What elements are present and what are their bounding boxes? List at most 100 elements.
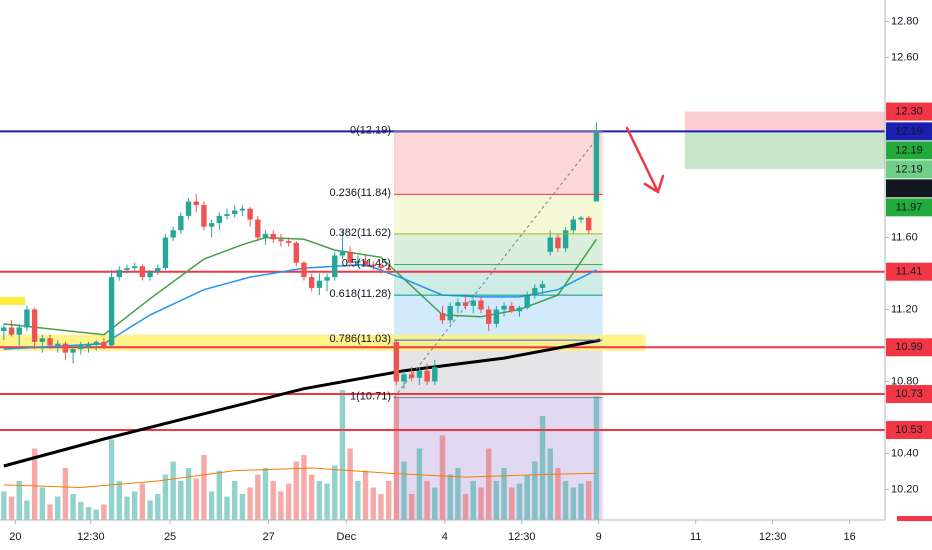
volume-bar <box>201 455 207 520</box>
candle-body <box>393 341 400 382</box>
volume-bar <box>509 487 515 520</box>
plot-area: 0(12.19) 0.236(11.84) 0.382(11.62) 0.5(11.4… <box>0 111 885 520</box>
volume-bar <box>570 487 577 520</box>
candle-body <box>355 260 361 263</box>
x-tick-label: Dec <box>337 531 357 543</box>
price-label-box <box>886 421 932 440</box>
volume-bar <box>455 468 461 520</box>
volume-bar <box>470 481 476 520</box>
candle-body <box>39 338 46 342</box>
volume-bar <box>385 481 392 520</box>
price-label: 10.99 <box>895 341 923 353</box>
candle-body <box>324 277 330 281</box>
candle-body <box>578 217 584 220</box>
candle-body <box>62 343 69 353</box>
candle-body <box>232 210 238 215</box>
price-label-box <box>886 102 932 121</box>
volume-bar <box>1 491 7 520</box>
volume-bar <box>247 487 253 520</box>
candle-body <box>224 214 230 216</box>
candle-body <box>155 268 161 272</box>
x-tick-label: 20 <box>9 531 21 543</box>
volume-bar <box>378 494 384 520</box>
price-label: 11.97 <box>896 201 923 213</box>
candle-body <box>116 269 122 278</box>
candle-body <box>31 309 38 342</box>
y-tick-label: 12.60 <box>891 51 919 63</box>
volume-bar <box>39 487 46 520</box>
volume-bar <box>24 500 30 520</box>
candle-body <box>455 302 461 306</box>
candle-body <box>1 327 7 332</box>
volume-bar <box>347 448 353 520</box>
volume-bar <box>155 494 161 520</box>
volume-bar <box>362 470 369 520</box>
volume-bar <box>416 448 423 520</box>
volume-bar <box>593 396 600 520</box>
volume-bar <box>185 468 192 520</box>
candle-body <box>139 266 146 278</box>
candle-body <box>539 284 546 288</box>
volume-bar <box>208 491 215 520</box>
x-tick-label: 27 <box>262 531 274 543</box>
y-tick-label: 10.80 <box>891 375 919 387</box>
volume-bar <box>270 481 276 520</box>
x-tick-label: 9 <box>596 531 602 543</box>
x-tick-label: 11 <box>690 531 701 543</box>
volume-bar <box>409 494 415 520</box>
candle-body <box>562 230 569 249</box>
candle-body <box>278 239 284 242</box>
moving-average <box>3 338 601 468</box>
price-label-box <box>886 338 932 357</box>
price-label: 12.19 <box>895 163 923 175</box>
candle-body <box>8 327 15 335</box>
candle-body <box>201 205 207 227</box>
candle-body <box>470 300 476 306</box>
volume-bar <box>462 494 469 520</box>
candle-body <box>270 233 276 240</box>
annotation-arrow <box>625 126 665 194</box>
volume-bar <box>47 504 53 520</box>
volume-bar <box>586 481 592 520</box>
volume-bar <box>478 487 484 520</box>
price-label-box <box>886 385 932 404</box>
candle-body <box>493 309 500 324</box>
candle-body <box>193 201 199 206</box>
volume-bar <box>193 478 199 520</box>
candle-body <box>70 349 76 353</box>
candle-body <box>362 260 369 265</box>
volume-bar <box>139 483 146 520</box>
y-tick-label: 11.20 <box>891 303 918 315</box>
volume-bar <box>239 494 246 520</box>
volume-bar <box>131 491 138 520</box>
candle-body <box>516 307 523 312</box>
candle-body <box>370 264 376 267</box>
candle-body <box>532 287 538 296</box>
volume-bar <box>532 461 538 520</box>
position-target <box>684 111 885 132</box>
volume-bar <box>162 474 169 520</box>
candle-body <box>108 277 115 346</box>
volume-ma <box>3 467 597 489</box>
volume-bar <box>516 483 523 520</box>
volume-bar <box>285 483 292 520</box>
fib-label: 1(10.71) <box>350 391 391 403</box>
volume-bar <box>308 474 315 520</box>
candle-body <box>147 271 153 278</box>
candle-body <box>385 268 392 270</box>
fib-label: 0(12.19) <box>350 124 391 136</box>
candle-body <box>93 341 99 344</box>
candle-body <box>162 237 169 269</box>
candle-body <box>301 262 307 278</box>
candle-body <box>416 370 423 378</box>
volume-bar <box>316 481 323 520</box>
candle-body <box>547 237 553 252</box>
volume-bar <box>170 461 176 520</box>
price-label-box <box>886 198 932 217</box>
volume-bar <box>93 509 99 520</box>
volume-bar <box>339 390 346 520</box>
volume-bar <box>55 496 61 520</box>
volume-bar <box>278 491 284 520</box>
fib-label: 0.5(11.45) <box>342 257 391 269</box>
